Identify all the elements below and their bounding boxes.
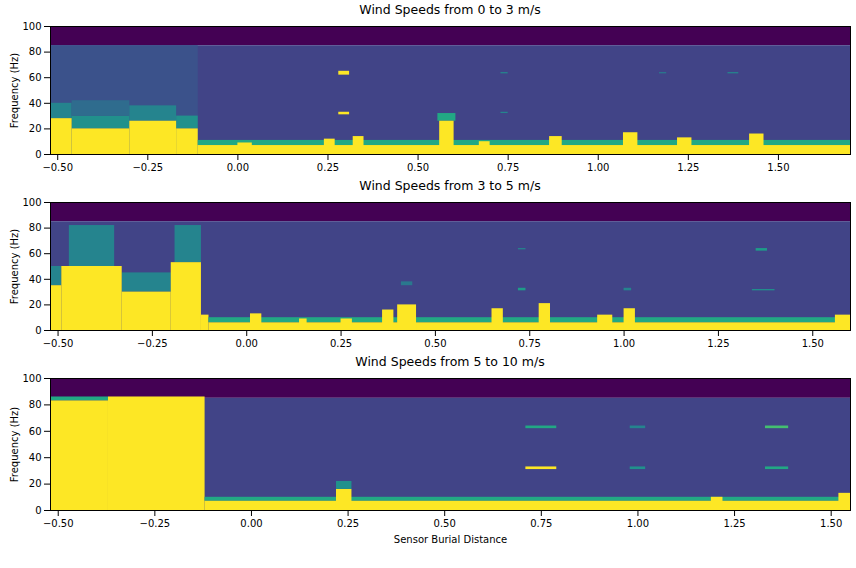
svg-text:−0.50: −0.50 [43, 518, 74, 529]
svg-text:−0.25: −0.25 [140, 518, 171, 529]
svg-text:−0.25: −0.25 [132, 162, 163, 173]
svg-text:0: 0 [35, 325, 41, 336]
svg-text:−0.50: −0.50 [43, 338, 74, 349]
svg-text:0.75: 0.75 [497, 162, 519, 173]
svg-text:1.25: 1.25 [723, 518, 745, 529]
svg-text:0: 0 [35, 149, 41, 160]
svg-text:0.50: 0.50 [434, 518, 456, 529]
svg-text:0.25: 0.25 [337, 518, 359, 529]
svg-text:0.75: 0.75 [530, 518, 552, 529]
svg-text:80: 80 [29, 399, 42, 410]
svg-text:80: 80 [29, 46, 42, 57]
svg-text:0.00: 0.00 [240, 518, 262, 529]
svg-text:0: 0 [35, 505, 41, 516]
svg-text:Frequency (Hz): Frequency (Hz) [9, 53, 20, 129]
svg-text:Sensor Burial Distance: Sensor Burial Distance [394, 534, 507, 545]
svg-text:20: 20 [29, 123, 42, 134]
svg-text:20: 20 [29, 299, 42, 310]
svg-text:−0.50: −0.50 [42, 162, 73, 173]
svg-text:0.00: 0.00 [236, 338, 258, 349]
svg-text:80: 80 [29, 222, 42, 233]
svg-text:1.00: 1.00 [627, 518, 649, 529]
svg-text:40: 40 [29, 452, 42, 463]
svg-text:1.00: 1.00 [613, 338, 635, 349]
svg-text:60: 60 [29, 248, 42, 259]
svg-text:0.75: 0.75 [519, 338, 541, 349]
svg-text:0.50: 0.50 [407, 162, 429, 173]
html-text:Wind Speeds from 3 to 5 m/s: Wind Speeds from 3 to 5 m/s [359, 178, 541, 193]
svg-text:0.50: 0.50 [424, 338, 446, 349]
svg-text:40: 40 [29, 98, 42, 109]
svg-text:60: 60 [29, 72, 42, 83]
html-text:Wind Speeds from 5 to 10 m/s: Wind Speeds from 5 to 10 m/s [355, 354, 545, 369]
svg-text:20: 20 [29, 478, 42, 489]
svg-text:0.25: 0.25 [317, 162, 339, 173]
svg-text:Frequency (Hz): Frequency (Hz) [9, 229, 20, 305]
svg-text:Frequency (Hz): Frequency (Hz) [9, 407, 20, 483]
html-text:Wind Speeds from 0 to 3 m/s: Wind Speeds from 0 to 3 m/s [359, 2, 541, 17]
svg-text:−0.25: −0.25 [137, 338, 168, 349]
svg-text:1.50: 1.50 [802, 338, 824, 349]
svg-text:1.00: 1.00 [587, 162, 609, 173]
svg-text:40: 40 [29, 274, 42, 285]
svg-text:60: 60 [29, 426, 42, 437]
svg-text:0.00: 0.00 [227, 162, 249, 173]
svg-text:1.50: 1.50 [820, 518, 842, 529]
svg-text:0.25: 0.25 [330, 338, 352, 349]
svg-text:1.50: 1.50 [767, 162, 789, 173]
svg-text:1.25: 1.25 [707, 338, 729, 349]
svg-text:100: 100 [22, 197, 41, 208]
svg-text:100: 100 [22, 373, 41, 384]
svg-text:100: 100 [22, 21, 41, 32]
svg-text:1.25: 1.25 [677, 162, 699, 173]
